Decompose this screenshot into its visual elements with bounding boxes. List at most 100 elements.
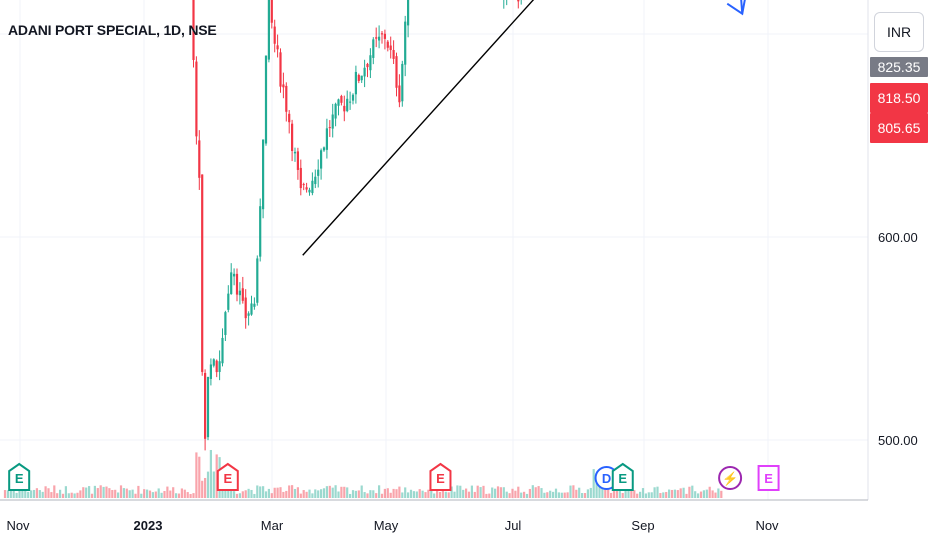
y-tick-label: 500.00 <box>878 433 918 448</box>
price-tag: 825.35 <box>870 57 928 77</box>
candle-body <box>192 0 195 60</box>
volume-bar <box>296 487 299 498</box>
volume-bar <box>621 493 624 498</box>
volume-bar <box>589 487 592 498</box>
volume-bar <box>302 490 305 498</box>
volume-bar <box>717 488 720 498</box>
candle-body <box>204 372 207 439</box>
volume-bar <box>438 491 442 498</box>
volume-bar <box>537 486 540 498</box>
volume-bar <box>618 488 621 498</box>
volume-bar <box>401 492 404 498</box>
projection-arrow[interactable] <box>718 0 747 16</box>
volume-bar <box>262 486 265 498</box>
volume-bar <box>6 490 9 498</box>
candle-body <box>372 39 375 58</box>
candle-body <box>244 297 247 319</box>
price-tag: 818.50 <box>870 83 928 113</box>
volume-bar <box>427 489 430 498</box>
volume-bar <box>148 490 152 498</box>
candle-body <box>273 26 276 44</box>
volume-bar <box>27 491 30 498</box>
volume-bar <box>79 490 82 498</box>
volume-bar <box>209 449 212 498</box>
event-earnings-positive-icon[interactable]: E <box>8 462 31 491</box>
volume-bar <box>450 486 453 498</box>
candle-body <box>230 272 233 295</box>
candle-body <box>233 273 236 277</box>
volume-bar <box>354 490 357 498</box>
y-tick-label: 600.00 <box>878 230 918 245</box>
volume-bar <box>685 493 688 498</box>
event-badge-label: E <box>764 471 773 486</box>
volume-bar <box>146 489 149 498</box>
volume-bar <box>534 487 537 498</box>
volume-bar <box>627 488 630 498</box>
volume-bar <box>238 493 241 498</box>
candle-body <box>334 103 337 119</box>
event-badge-shape <box>429 462 452 491</box>
volume-bar <box>3 490 7 498</box>
event-earnings-future-icon[interactable]: E <box>757 465 780 491</box>
symbol-title[interactable]: ADANI PORT SPECIAL, 1D, NSE <box>8 22 217 38</box>
volume-bar <box>204 477 207 498</box>
volume-bar <box>688 486 691 498</box>
candle-body <box>360 75 363 81</box>
trendline[interactable] <box>302 0 726 256</box>
volume-bar <box>581 493 584 498</box>
currency-button[interactable]: INR <box>874 12 924 52</box>
volume-bar <box>673 489 676 498</box>
event-earnings-negative-icon[interactable]: E <box>216 462 239 491</box>
volume-bar <box>357 490 360 498</box>
volume-bar <box>641 488 645 498</box>
candle-body <box>320 150 323 169</box>
volume-bar <box>424 492 427 498</box>
event-earnings-negative-icon[interactable]: E <box>429 462 452 491</box>
volume-bar <box>250 489 253 498</box>
volume-bar <box>180 488 183 498</box>
volume-bar <box>206 471 210 498</box>
volume-bar <box>404 487 407 498</box>
candle-body <box>302 184 305 186</box>
candle-body <box>305 187 308 190</box>
candle-body <box>395 56 398 88</box>
volume-bar <box>143 489 146 498</box>
volume-bar <box>380 493 384 498</box>
volume-bar <box>508 493 511 498</box>
volume-bar <box>114 489 117 498</box>
candle-body <box>401 63 404 102</box>
candle-body <box>209 364 212 379</box>
volume-bar <box>32 489 36 498</box>
volume-bar <box>244 490 247 498</box>
candle-body <box>349 101 352 103</box>
volume-bar <box>639 491 642 498</box>
volume-bar <box>163 490 166 498</box>
event-badge-shape <box>8 462 31 491</box>
volume-bar <box>592 469 595 498</box>
event-split-or-event-icon[interactable]: ⚡ <box>718 466 743 490</box>
volume-bar <box>412 491 415 498</box>
volume-bar <box>137 485 140 498</box>
volume-bar <box>328 485 331 498</box>
event-earnings-positive-icon[interactable]: E <box>611 462 634 491</box>
volume-bar <box>566 492 569 498</box>
candle-body <box>288 113 291 123</box>
time-scale[interactable]: Nov 2023 Mar May Jul Sep Nov <box>6 518 779 533</box>
volume-bar <box>125 488 128 498</box>
volume-bar <box>549 490 552 498</box>
volume-bar <box>198 456 201 498</box>
volume-bar <box>285 490 288 498</box>
volume-bar <box>650 492 653 498</box>
volume-bar <box>131 489 134 498</box>
volume-bar <box>482 485 485 498</box>
volume-bar <box>108 488 111 498</box>
price-tag-label: 818.50 <box>878 90 921 106</box>
volume-bar <box>288 485 291 498</box>
candlestick-series <box>192 0 525 451</box>
candle-body <box>343 105 346 112</box>
event-markers: E E E D E ⚡ E <box>8 462 780 491</box>
event-badge-label: ⚡ <box>722 471 738 487</box>
volume-bar <box>195 452 198 498</box>
candle-body <box>293 151 297 154</box>
